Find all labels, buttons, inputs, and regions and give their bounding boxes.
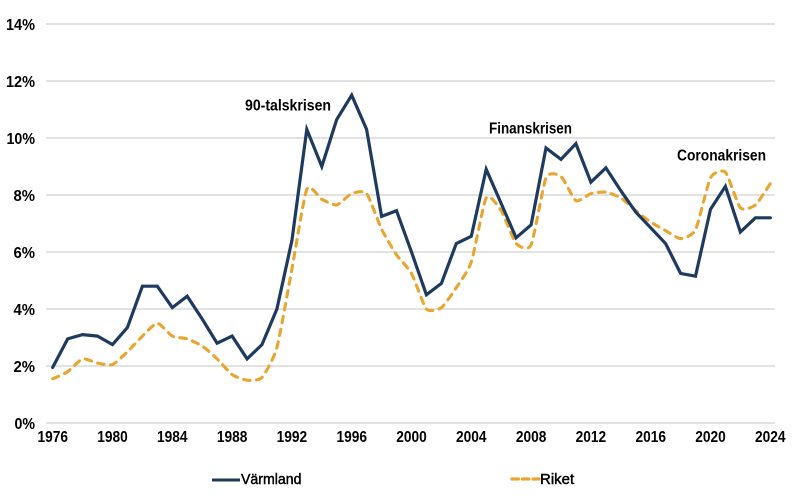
svg-text:90-talskrisen: 90-talskrisen bbox=[245, 97, 331, 114]
svg-text:1996: 1996 bbox=[336, 429, 367, 446]
svg-text:1992: 1992 bbox=[277, 429, 308, 446]
svg-text:1980: 1980 bbox=[97, 429, 128, 446]
svg-text:1988: 1988 bbox=[217, 429, 248, 446]
svg-text:4%: 4% bbox=[14, 302, 36, 319]
svg-text:1984: 1984 bbox=[157, 429, 188, 446]
svg-text:2004: 2004 bbox=[456, 429, 487, 446]
svg-text:0%: 0% bbox=[15, 416, 36, 433]
svg-text:2016: 2016 bbox=[635, 429, 666, 446]
svg-text:Finanskrisen: Finanskrisen bbox=[489, 120, 572, 137]
svg-text:2%: 2% bbox=[14, 359, 36, 376]
svg-text:2012: 2012 bbox=[576, 429, 607, 446]
svg-text:Riket: Riket bbox=[540, 471, 575, 488]
svg-text:2000: 2000 bbox=[396, 429, 427, 446]
svg-text:14%: 14% bbox=[6, 17, 35, 34]
svg-text:6%: 6% bbox=[14, 245, 36, 262]
svg-text:Värmland: Värmland bbox=[241, 471, 302, 488]
svg-text:8%: 8% bbox=[14, 188, 36, 205]
svg-text:Coronakrisen: Coronakrisen bbox=[677, 147, 766, 164]
svg-text:1976: 1976 bbox=[37, 429, 68, 446]
svg-text:2008: 2008 bbox=[516, 429, 547, 446]
svg-text:2020: 2020 bbox=[695, 429, 726, 446]
svg-text:2024: 2024 bbox=[755, 429, 786, 446]
svg-text:12%: 12% bbox=[6, 74, 35, 91]
svg-text:10%: 10% bbox=[7, 131, 36, 148]
